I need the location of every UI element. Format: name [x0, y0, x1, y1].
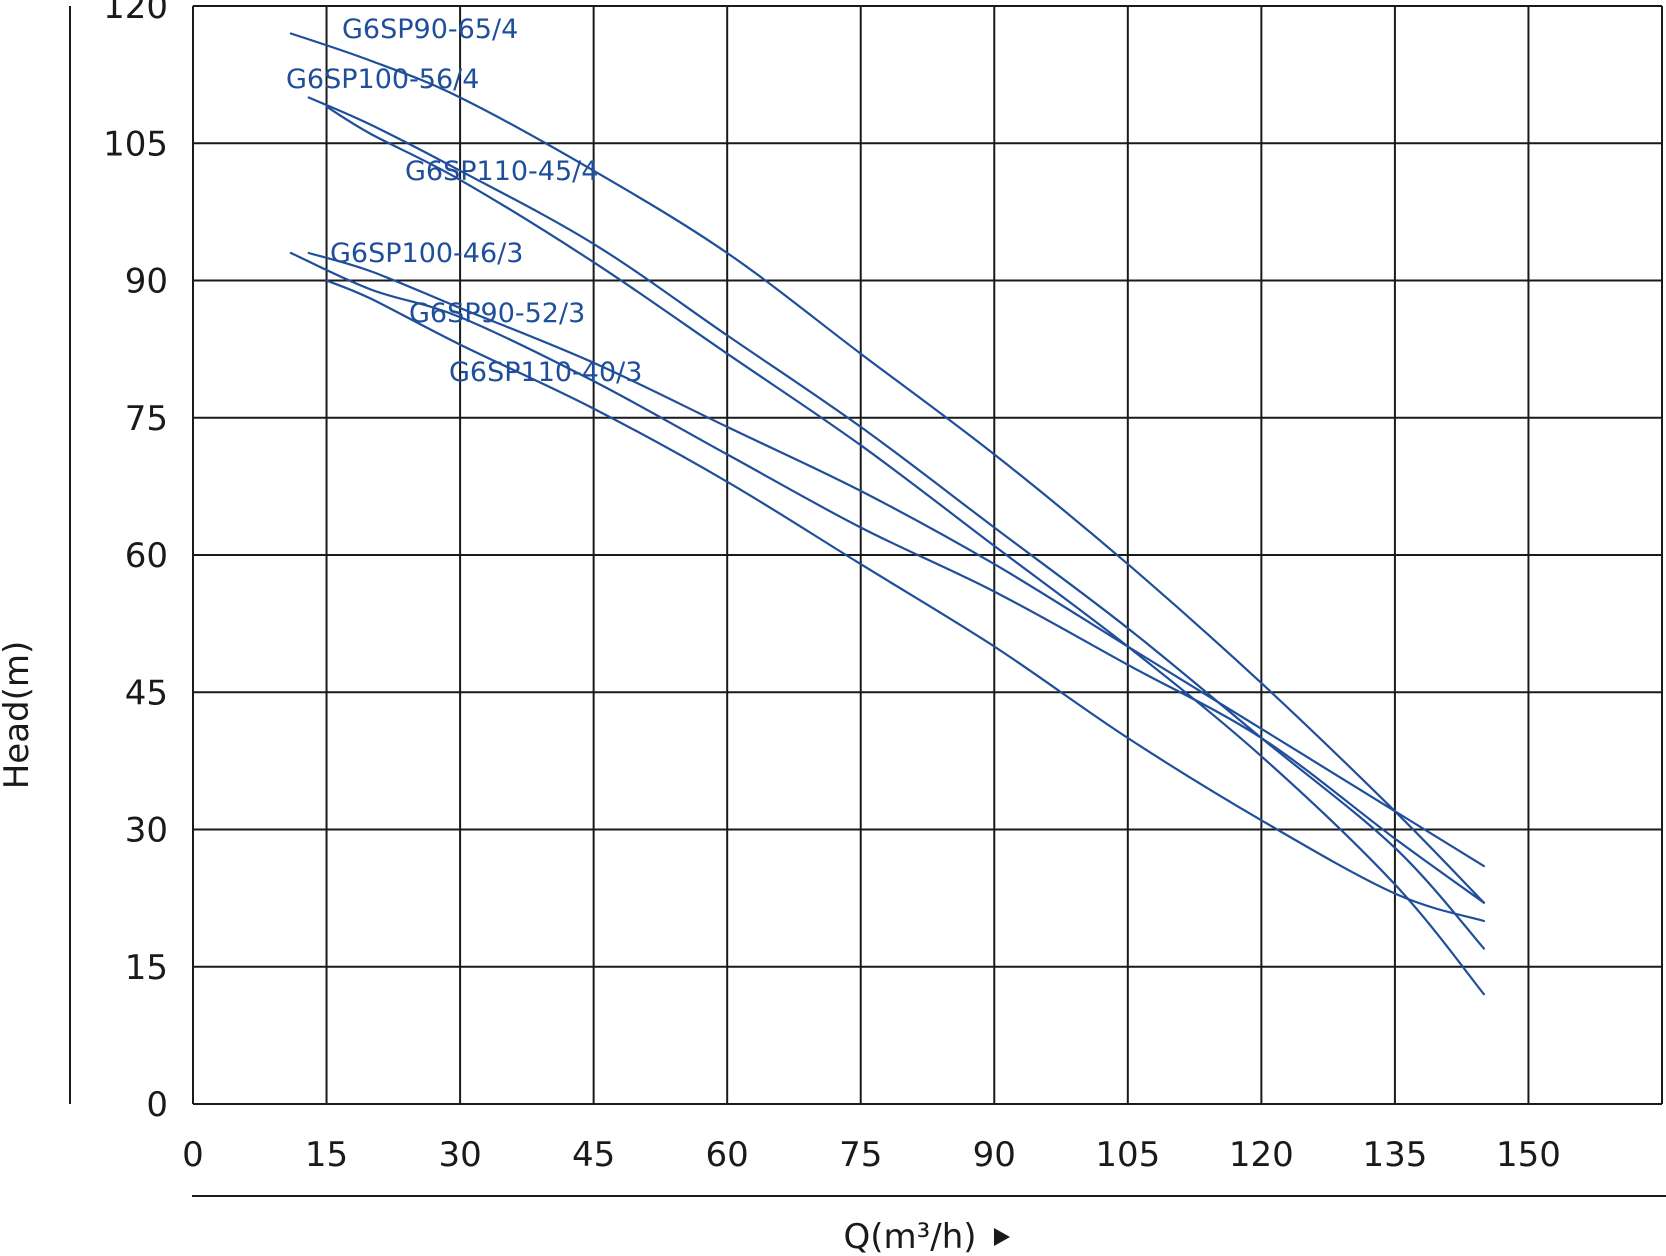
x-axis-arrow-icon: [994, 1228, 1010, 1246]
series-label-5: G6SP90-52/3: [409, 298, 585, 329]
x-tick-label: 45: [572, 1135, 615, 1175]
series-line-4: [307, 251, 1485, 868]
x-tick-label: 135: [1362, 1135, 1427, 1175]
series-label-3: G6SP110-45/4: [405, 156, 598, 187]
tick-labels: 0 15 30 45 60 75 90 105 120 135 150 0 15 30 45 60 75 90 10…: [103, 0, 1561, 1175]
series-line-3: [325, 105, 1485, 996]
series-line-5: [289, 251, 1485, 904]
curve-labels: G6SP90-65/4 G6SP100-56/4 G6SP110-45/4 G6SP1…: [286, 14, 642, 388]
series-label-2: G6SP100-56/4: [286, 64, 479, 95]
y-tick-label: 105: [103, 124, 168, 164]
grid: [192, 5, 1663, 1105]
y-tick-label: 90: [125, 262, 168, 302]
x-tick-label: 90: [973, 1135, 1016, 1175]
axes: Head(m) Q(m³/h): [0, 6, 1666, 1256]
series-line-1: [289, 32, 1485, 904]
series-label-4: G6SP100-46/3: [330, 238, 523, 269]
y-axis-title: Head(m): [0, 641, 37, 790]
series-label-1: G6SP90-65/4: [342, 14, 518, 45]
y-tick-label: 60: [125, 536, 168, 576]
y-tick-label: 15: [125, 948, 168, 988]
x-tick-label: 150: [1496, 1135, 1561, 1175]
curves: [289, 32, 1485, 996]
series-line-2: [307, 96, 1485, 950]
series-line-6: [325, 279, 1485, 923]
x-tick-label: 60: [706, 1135, 749, 1175]
y-tick-label: 0: [146, 1085, 168, 1125]
y-tick-label: 75: [125, 399, 168, 439]
y-tick-label: 30: [125, 811, 168, 851]
x-tick-label: 15: [305, 1135, 348, 1175]
x-tick-label: 105: [1095, 1135, 1160, 1175]
x-tick-label: 120: [1229, 1135, 1294, 1175]
y-tick-label: 45: [125, 673, 168, 713]
x-tick-label: 30: [438, 1135, 481, 1175]
x-axis-title: Q(m³/h): [843, 1217, 976, 1256]
x-tick-label: 75: [839, 1135, 882, 1175]
x-tick-label: 0: [182, 1135, 204, 1175]
y-tick-label: 120: [103, 0, 168, 27]
series-label-6: G6SP110-40/3: [449, 357, 642, 388]
